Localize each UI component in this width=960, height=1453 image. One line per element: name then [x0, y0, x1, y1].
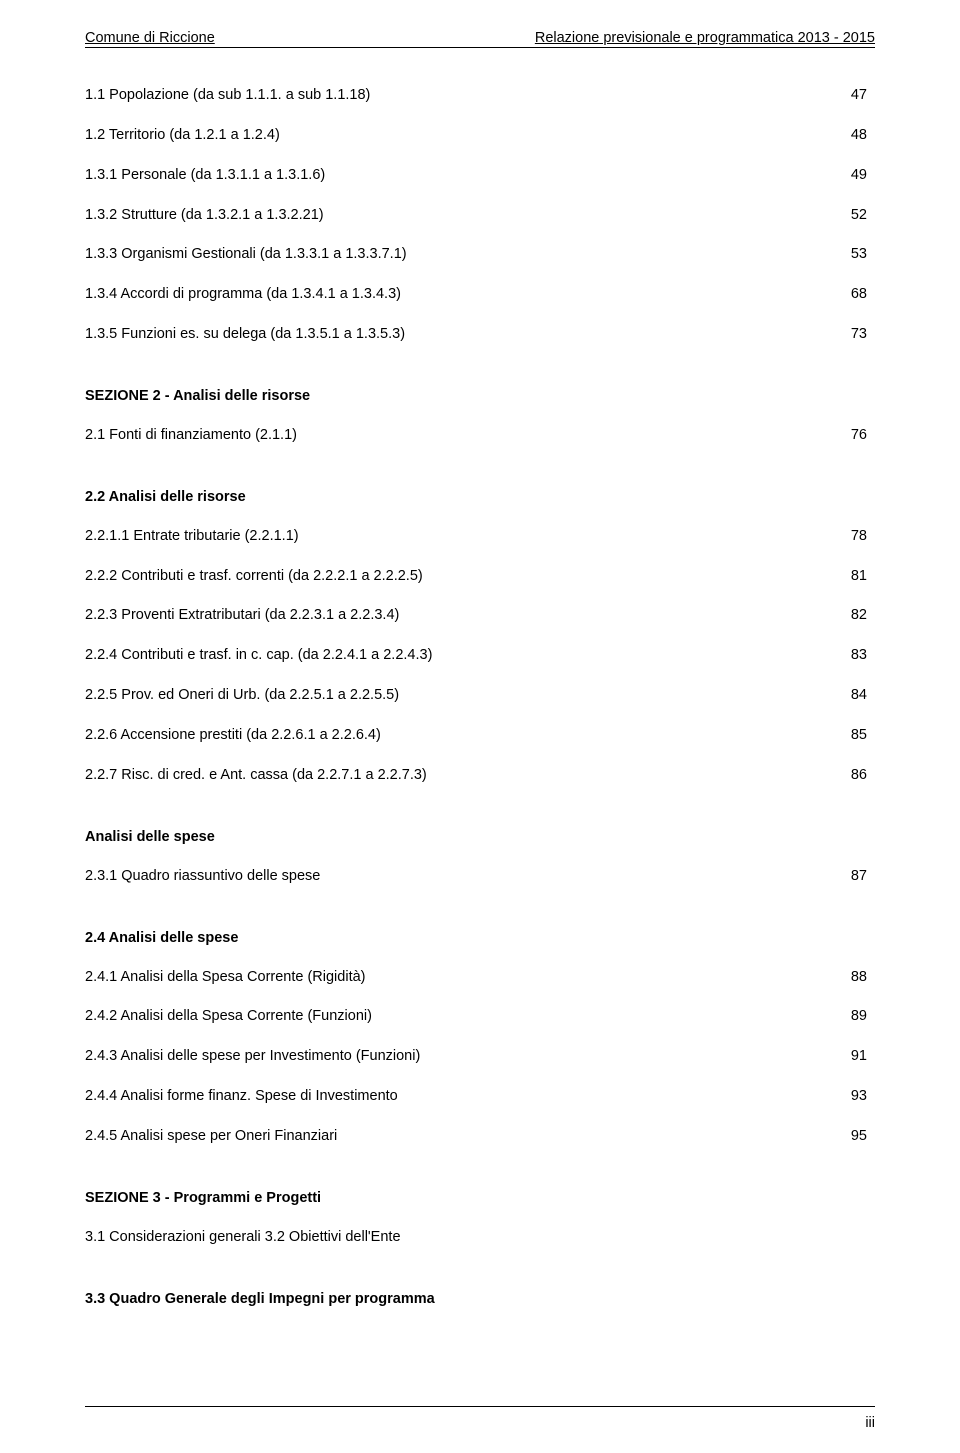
document-page: Comune di Riccione Relazione previsional…	[0, 0, 960, 1453]
toc-page: 73	[851, 325, 875, 344]
toc-page: 52	[851, 206, 875, 225]
toc-label: 2.1 Fonti di finanziamento (2.1.1)	[85, 426, 297, 445]
toc-label: 1.3.4 Accordi di programma (da 1.3.4.1 a…	[85, 285, 401, 304]
toc-label: 2.2.7 Risc. di cred. e Ant. cassa (da 2.…	[85, 766, 427, 785]
section-title-33: 3.3 Quadro Generale degli Impegni per pr…	[85, 1291, 875, 1307]
toc-row: 2.2.6 Accensione prestiti (da 2.2.6.1 a …	[85, 726, 875, 745]
toc-label: 2.4.4 Analisi forme finanz. Spese di Inv…	[85, 1087, 398, 1106]
toc-row: 2.4.3 Analisi delle spese per Investimen…	[85, 1047, 875, 1066]
toc-page: 82	[851, 606, 875, 625]
header-left: Comune di Riccione	[85, 30, 215, 46]
toc-page: 49	[851, 166, 875, 185]
toc-row: 2.2.7 Risc. di cred. e Ant. cassa (da 2.…	[85, 766, 875, 785]
toc-label: 2.2.1.1 Entrate tributarie (2.2.1.1)	[85, 527, 299, 546]
toc-label: 2.2.6 Accensione prestiti (da 2.2.6.1 a …	[85, 726, 381, 745]
toc-label: 2.2.2 Contributi e trasf. correnti (da 2…	[85, 567, 423, 586]
toc-page: 83	[851, 646, 875, 665]
section-title-sezione-2: SEZIONE 2 - Analisi delle risorse	[85, 388, 875, 404]
toc-label: 1.3.3 Organismi Gestionali (da 1.3.3.1 a…	[85, 245, 407, 264]
toc-row: 2.4.5 Analisi spese per Oneri Finanziari…	[85, 1127, 875, 1146]
toc-page: 86	[851, 766, 875, 785]
section-title-22: 2.2 Analisi delle risorse	[85, 489, 875, 505]
toc-label: 2.3.1 Quadro riassuntivo delle spese	[85, 867, 320, 886]
footer-page-number: iii	[865, 1415, 875, 1431]
toc-label: 2.2.5 Prov. ed Oneri di Urb. (da 2.2.5.1…	[85, 686, 399, 705]
header-right: Relazione previsionale e programmatica 2…	[535, 30, 875, 46]
toc-row: 2.4.4 Analisi forme finanz. Spese di Inv…	[85, 1087, 875, 1106]
toc-page: 84	[851, 686, 875, 705]
toc-row: 3.1 Considerazioni generali 3.2 Obiettiv…	[85, 1228, 875, 1247]
toc-row: 2.2.3 Proventi Extratributari (da 2.2.3.…	[85, 606, 875, 625]
footer-rule	[85, 1406, 875, 1407]
toc-row: 1.3.5 Funzioni es. su delega (da 1.3.5.1…	[85, 325, 875, 344]
toc-page: 87	[851, 867, 875, 886]
toc-page: 95	[851, 1127, 875, 1146]
toc-row: 1.3.3 Organismi Gestionali (da 1.3.3.1 a…	[85, 245, 875, 264]
toc-row: 2.4.2 Analisi della Spesa Corrente (Funz…	[85, 1007, 875, 1026]
toc-page: 88	[851, 968, 875, 987]
toc-row: 2.2.5 Prov. ed Oneri di Urb. (da 2.2.5.1…	[85, 686, 875, 705]
toc-row: 2.4.1 Analisi della Spesa Corrente (Rigi…	[85, 968, 875, 987]
toc-row: 2.3.1 Quadro riassuntivo delle spese 87	[85, 867, 875, 886]
page-header: Comune di Riccione Relazione previsional…	[85, 30, 875, 48]
toc-label: 1.2 Territorio (da 1.2.1 a 1.2.4)	[85, 126, 280, 145]
toc-row: 2.1 Fonti di finanziamento (2.1.1) 76	[85, 426, 875, 445]
section-title-24: 2.4 Analisi delle spese	[85, 930, 875, 946]
toc-label: 2.2.3 Proventi Extratributari (da 2.2.3.…	[85, 606, 399, 625]
toc-page	[867, 1228, 875, 1247]
toc-label: 2.4.1 Analisi della Spesa Corrente (Rigi…	[85, 968, 365, 987]
toc-row: 1.2 Territorio (da 1.2.1 a 1.2.4) 48	[85, 126, 875, 145]
toc-row: 2.2.4 Contributi e trasf. in c. cap. (da…	[85, 646, 875, 665]
toc-page: 47	[851, 86, 875, 105]
toc-label: 2.4.3 Analisi delle spese per Investimen…	[85, 1047, 420, 1066]
toc-label: 2.2.4 Contributi e trasf. in c. cap. (da…	[85, 646, 432, 665]
toc-page: 89	[851, 1007, 875, 1026]
toc-page: 78	[851, 527, 875, 546]
toc-row: 1.3.2 Strutture (da 1.3.2.1 a 1.3.2.21) 5…	[85, 206, 875, 225]
toc-label: 1.3.2 Strutture (da 1.3.2.1 a 1.3.2.21)	[85, 206, 324, 225]
toc-page: 48	[851, 126, 875, 145]
toc-row: 2.2.1.1 Entrate tributarie (2.2.1.1) 78	[85, 527, 875, 546]
toc-label: 1.1 Popolazione (da sub 1.1.1. a sub 1.1…	[85, 86, 370, 105]
section-title-analisi-spese: Analisi delle spese	[85, 829, 875, 845]
toc-block-1: 1.1 Popolazione (da sub 1.1.1. a sub 1.1…	[85, 86, 875, 344]
toc-page: 76	[851, 426, 875, 445]
toc-row: 1.1 Popolazione (da sub 1.1.1. a sub 1.1…	[85, 86, 875, 105]
toc-label: 2.4.2 Analisi della Spesa Corrente (Funz…	[85, 1007, 372, 1026]
toc-label: 2.4.5 Analisi spese per Oneri Finanziari	[85, 1127, 337, 1146]
toc-page: 53	[851, 245, 875, 264]
toc-label: 3.1 Considerazioni generali 3.2 Obiettiv…	[85, 1228, 401, 1247]
toc-row: 2.2.2 Contributi e trasf. correnti (da 2…	[85, 567, 875, 586]
toc-row: 1.3.4 Accordi di programma (da 1.3.4.1 a…	[85, 285, 875, 304]
toc-page: 81	[851, 567, 875, 586]
toc-page: 93	[851, 1087, 875, 1106]
toc-label: 1.3.5 Funzioni es. su delega (da 1.3.5.1…	[85, 325, 405, 344]
toc-row: 1.3.1 Personale (da 1.3.1.1 a 1.3.1.6) 49	[85, 166, 875, 185]
toc-page: 68	[851, 285, 875, 304]
toc-label: 1.3.1 Personale (da 1.3.1.1 a 1.3.1.6)	[85, 166, 325, 185]
toc-page: 91	[851, 1047, 875, 1066]
toc-page: 85	[851, 726, 875, 745]
section-title-sezione-3: SEZIONE 3 - Programmi e Progetti	[85, 1190, 875, 1206]
